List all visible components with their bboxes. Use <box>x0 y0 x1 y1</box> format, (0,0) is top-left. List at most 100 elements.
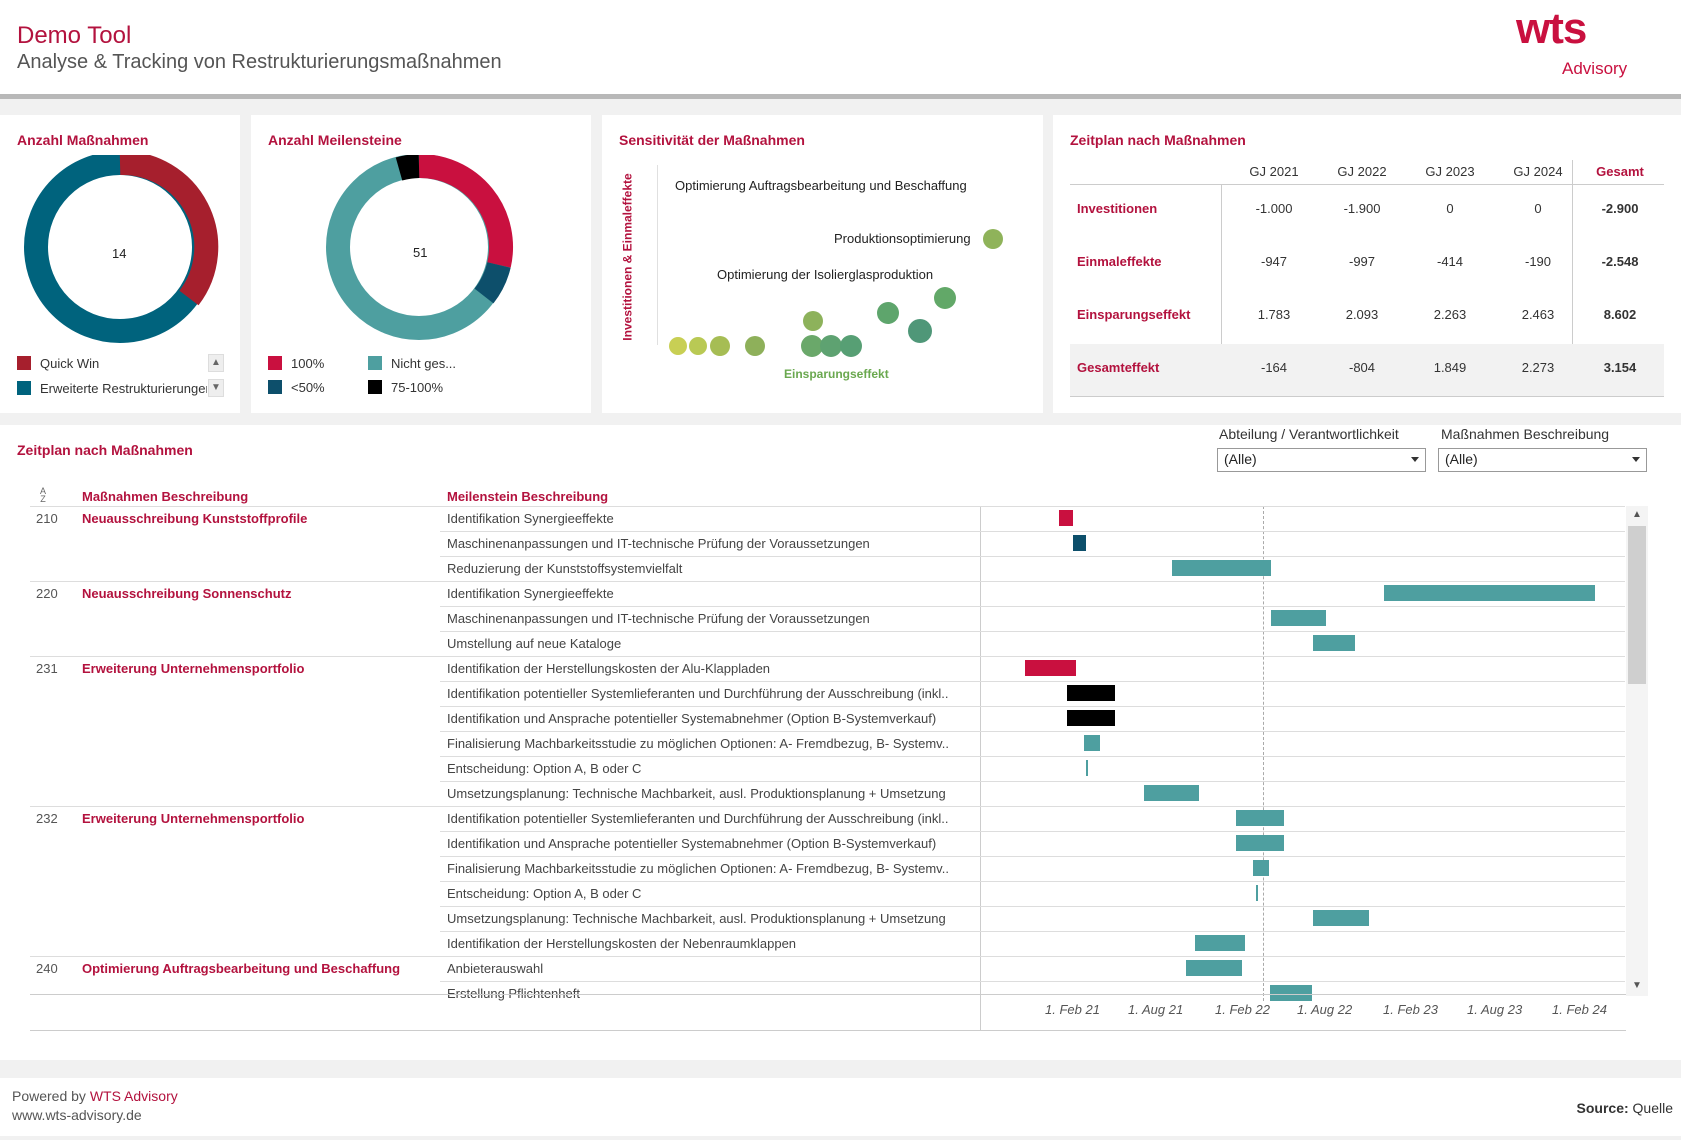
row-milestone: Finalisierung Machbarkeitsstudie zu mögl… <box>447 861 949 876</box>
table-row[interactable]: Umsetzungsplanung: Technische Machbarkei… <box>0 781 1625 806</box>
gantt-bar[interactable] <box>1086 760 1088 776</box>
row-milestone: Umsetzungsplanung: Technische Machbarkei… <box>447 786 946 801</box>
donut-slice-lt50 <box>474 261 511 304</box>
scatter-point <box>877 302 899 324</box>
cell: 2.093 <box>1345 307 1379 322</box>
gantt-bar[interactable] <box>1256 885 1258 901</box>
cell: 0 <box>1446 201 1454 216</box>
donut-slice-75-100 <box>395 155 420 181</box>
table-row[interactable]: Reduzierung der Kunststoffsystemvielfalt <box>0 556 1625 581</box>
gantt-bar[interactable] <box>1025 660 1076 676</box>
row-milestone: Maschinenanpassungen und IT-technische P… <box>447 611 870 626</box>
table-row[interactable]: Erstellung Pflichtenheft <box>0 981 1625 1001</box>
table-row[interactable]: Entscheidung: Option A, B oder C <box>0 881 1625 906</box>
gantt-bar[interactable] <box>1067 685 1115 701</box>
row-divider <box>440 631 1625 632</box>
gantt-bar[interactable] <box>1084 735 1100 751</box>
filter-department-select[interactable]: (Alle) <box>1217 448 1426 472</box>
gantt-bar[interactable] <box>1270 985 1312 1001</box>
footer-url[interactable]: www.wts-advisory.de <box>12 1107 142 1123</box>
axis-label: 1. Feb 22 <box>1215 1002 1270 1017</box>
row-divider <box>440 781 1625 782</box>
gantt-bar[interactable] <box>1067 710 1115 726</box>
filter-measure-select[interactable]: (Alle) <box>1438 448 1647 472</box>
gantt-bar[interactable] <box>1059 510 1073 526</box>
table-row[interactable]: Maschinenanpassungen und IT-technische P… <box>0 606 1625 631</box>
legend-item-100: 100% <box>268 356 324 371</box>
gantt-bar[interactable] <box>1195 935 1245 951</box>
row-divider <box>440 531 1625 532</box>
app-header: Demo Tool Analyse & Tracking von Restruk… <box>0 0 1681 94</box>
legend-scroll-down-icon[interactable]: ▼ <box>208 379 224 397</box>
table-row[interactable]: 220 Neuausschreibung Sonnenschutz Identifi… <box>0 581 1625 606</box>
table-row[interactable]: Identifikation der Herstellungskosten de… <box>0 931 1625 956</box>
scroll-up-icon[interactable]: ▲ <box>1632 509 1642 520</box>
axis-label: 1. Feb 21 <box>1045 1002 1100 1017</box>
cell-total: 8.602 <box>1603 307 1637 322</box>
row-divider <box>440 856 1625 857</box>
table-row[interactable]: Identifikation potentieller Systemliefer… <box>0 681 1625 706</box>
gantt-bar[interactable] <box>1172 560 1271 576</box>
col-header-measure[interactable]: Maßnahmen Beschreibung <box>82 489 249 504</box>
scatter-label-produktion: Produktionsoptimierung <box>834 231 971 246</box>
gantt-bar[interactable] <box>1236 835 1284 851</box>
row-divider <box>440 681 1625 682</box>
table-row[interactable]: Umstellung auf neue Kataloge <box>0 631 1625 656</box>
row-divider <box>440 556 1625 557</box>
table-row[interactable]: Identifikation und Ansprache potentielle… <box>0 706 1625 731</box>
row-divider <box>440 931 1625 932</box>
gantt-bar[interactable] <box>1271 610 1326 626</box>
legend-item-lt50: <50% <box>268 380 325 395</box>
row-id: 220 <box>36 586 58 601</box>
gantt-bar[interactable] <box>1073 535 1086 551</box>
table-row[interactable]: 232 Erweiterung Unternehmensportfolio Iden… <box>0 806 1625 831</box>
gantt-bar[interactable] <box>1384 585 1595 601</box>
scatter-point <box>934 287 956 309</box>
table-row[interactable]: 240 Optimierung Auftragsbearbeitung und B… <box>0 956 1625 981</box>
header-divider <box>0 94 1681 99</box>
panel-schedule-summary: Zeitplan nach Maßnahmen GJ 2021 GJ 2022 … <box>1053 115 1681 413</box>
table-row[interactable]: 231 Erweiterung Unternehmensportfolio Iden… <box>0 656 1625 681</box>
gantt-bar[interactable] <box>1144 785 1199 801</box>
gantt-bar[interactable] <box>1313 635 1355 651</box>
table-row[interactable]: Finalisierung Machbarkeitsstudie zu mögl… <box>0 856 1625 881</box>
row-measure: Neuausschreibung Kunststoffprofile <box>82 511 308 526</box>
gantt-area-left-rule <box>980 506 981 1001</box>
powered-brand-link[interactable]: WTS Advisory <box>89 1088 178 1104</box>
col-header-gj2024: GJ 2024 <box>1513 164 1563 179</box>
scroll-down-icon[interactable]: ▼ <box>1632 980 1642 991</box>
cell: -997 <box>1348 254 1376 269</box>
gantt-today-line <box>1263 506 1264 1001</box>
gantt-bar[interactable] <box>1236 810 1284 826</box>
scroll-thumb[interactable] <box>1628 526 1646 684</box>
cell: -164 <box>1260 360 1288 375</box>
table-row[interactable]: Identifikation und Ansprache potentielle… <box>0 831 1625 856</box>
filter-measure-value: (Alle) <box>1445 451 1478 467</box>
measures-donut-chart <box>24 155 219 343</box>
cell: 2.273 <box>1521 360 1555 375</box>
table-row[interactable]: Finalisierung Machbarkeitsstudie zu mögl… <box>0 731 1625 756</box>
table-row[interactable]: Entscheidung: Option A, B oder C <box>0 756 1625 781</box>
table-row[interactable]: Maschinenanpassungen und IT-technische P… <box>0 531 1625 556</box>
col-header-milestone[interactable]: Meilenstein Beschreibung <box>447 489 609 504</box>
table-row[interactable]: Umsetzungsplanung: Technische Machbarkei… <box>0 906 1625 931</box>
gantt-bar[interactable] <box>1313 910 1369 926</box>
app-subtitle: Analyse & Tracking von Restrukturierungs… <box>17 51 502 73</box>
row-label-einmaleffekte: Einmaleffekte <box>1077 254 1162 269</box>
row-id: 240 <box>36 961 58 976</box>
scatter-label-isolierglas: Optimierung der Isolierglasproduktion <box>717 267 934 282</box>
legend-scroll-up-icon[interactable]: ▲ <box>208 354 224 372</box>
table-row[interactable]: 210 Neuausschreibung Kunststoffprofile Ide… <box>0 506 1625 531</box>
scatter-y-axis-line <box>657 165 658 345</box>
panel-measures-count: Anzahl Maßnahmen 14 Quick Win Erweiterte… <box>0 115 240 413</box>
gantt-scrollbar[interactable]: ▲ ▼ <box>1626 506 1648 996</box>
dropdown-arrow-icon <box>1411 457 1419 462</box>
panel-milestones-count: Anzahl Meilensteine 51 100% Nicht ges...… <box>251 115 591 413</box>
cell: 2.463 <box>1521 307 1555 322</box>
panel-title: Anzahl Meilensteine <box>268 132 402 148</box>
scatter-point <box>689 337 707 355</box>
gantt-bar[interactable] <box>1186 960 1242 976</box>
row-milestone: Maschinenanpassungen und IT-technische P… <box>447 536 870 551</box>
gantt-bar[interactable] <box>1253 860 1269 876</box>
